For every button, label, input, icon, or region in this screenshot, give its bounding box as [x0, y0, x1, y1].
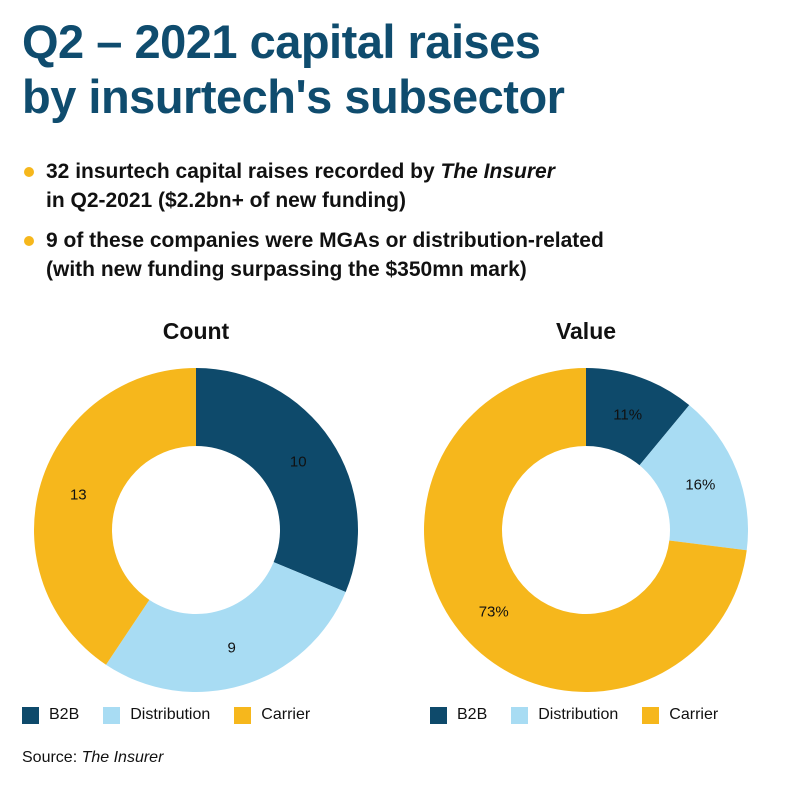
- donut-slice-b2b: [586, 368, 690, 466]
- legend-swatch-carrier: [234, 706, 252, 724]
- count-legend: B2B Distribution Carrier: [22, 706, 334, 724]
- bullet-list: 32 insurtech capital raises recorded by …: [22, 157, 782, 295]
- bullet-item: 32 insurtech capital raises recorded by …: [22, 157, 782, 215]
- slice-label-distribution: 9: [228, 640, 236, 657]
- bullet-text: 32 insurtech capital raises recorded by: [46, 160, 441, 183]
- legend-item-distribution: Distribution: [103, 706, 210, 724]
- bullet-emphasis: The Insurer: [440, 160, 555, 183]
- donut-slice-distribution: [105, 562, 346, 692]
- legend-item-distribution: Distribution: [511, 706, 618, 724]
- bullet-dot-icon: [24, 167, 34, 177]
- slice-label-b2b: 11%: [613, 406, 642, 423]
- bullet-dot-icon: [24, 236, 34, 246]
- donut-slice-distribution: [639, 405, 748, 551]
- source-name: The Insurer: [81, 749, 164, 766]
- page-title: Q2 – 2021 capital raises by insurtech's …: [22, 14, 782, 124]
- count-chart-title: Count: [162, 318, 230, 344]
- bullet-text-line2: in Q2-2021 ($2.2bn+ of new funding): [46, 189, 406, 212]
- count-donut-chart: 10 9 13: [34, 368, 358, 692]
- legend-label: Carrier: [261, 706, 311, 723]
- legend-swatch-b2b: [430, 706, 447, 724]
- legend-item-b2b: B2B: [22, 706, 79, 724]
- legend-label: Distribution: [130, 706, 211, 723]
- legend-swatch-distribution: [103, 706, 121, 724]
- title-line-1: Q2 – 2021 capital raises: [22, 15, 541, 68]
- legend-label: B2B: [457, 706, 488, 723]
- bullet-item: 9 of these companies were MGAs or distri…: [22, 226, 782, 284]
- legend-swatch-b2b: [22, 706, 39, 724]
- legend-item-carrier: Carrier: [642, 706, 718, 724]
- legend-swatch-carrier: [642, 706, 660, 724]
- slice-label-carrier: 13: [70, 486, 87, 503]
- slice-label-b2b: 10: [290, 454, 307, 471]
- donut-slice-carrier: [424, 368, 747, 692]
- value-chart-title: Value: [555, 318, 617, 344]
- slice-label-carrier: 73%: [479, 603, 509, 620]
- value-legend: B2B Distribution Carrier: [430, 706, 742, 724]
- donut-slice-b2b: [196, 368, 358, 592]
- legend-swatch-distribution: [511, 706, 529, 724]
- source-prefix: Source:: [22, 749, 82, 766]
- legend-item-carrier: Carrier: [234, 706, 310, 724]
- source-note: Source: The Insurer: [22, 749, 163, 767]
- title-line-2: by insurtech's subsector: [22, 70, 565, 123]
- bullet-text: 9 of these companies were MGAs or distri…: [46, 229, 604, 252]
- legend-label: B2B: [49, 706, 80, 723]
- legend-item-b2b: B2B: [430, 706, 487, 724]
- bullet-text-line2: (with new funding surpassing the $350mn …: [46, 258, 527, 281]
- slice-label-distribution: 16%: [685, 477, 715, 494]
- donut-slice-carrier: [34, 368, 196, 665]
- value-donut-chart: 11% 16% 73%: [424, 368, 748, 692]
- legend-label: Carrier: [669, 706, 719, 723]
- legend-label: Distribution: [538, 706, 619, 723]
